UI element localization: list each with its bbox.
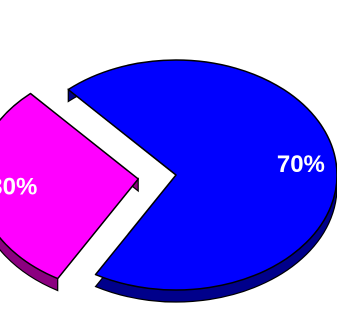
data-label-70: 70% — [277, 151, 325, 178]
pie-slice-top-30 — [0, 92, 139, 280]
pie-slice-top-70 — [67, 59, 337, 291]
data-label-30: 30% — [0, 174, 37, 201]
pie-slice-30 — [0, 92, 139, 292]
pie-slice-70 — [67, 59, 337, 303]
